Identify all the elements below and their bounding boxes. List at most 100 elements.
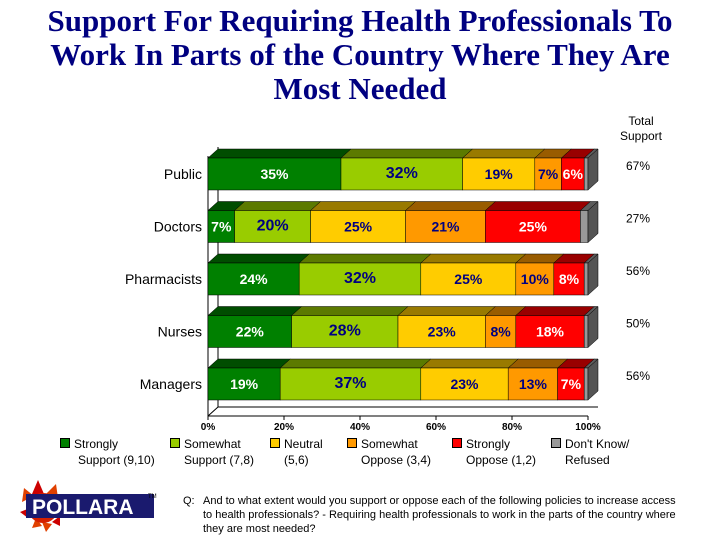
x-tick-label: 60% (426, 422, 446, 433)
floor-edge-line (207, 406, 219, 417)
bar-segment (515, 253, 565, 296)
bar-front-face (310, 210, 406, 243)
labels-layer: Public 35% 32% 19% 7% 6% 67%Doctors 7% 20% 25% 21%… (125, 159, 650, 392)
bar-top-face (397, 306, 497, 316)
bar-front-face (420, 367, 509, 401)
bar-segment (556, 358, 595, 401)
logo-text: POLLARA (32, 496, 134, 519)
bar-front-face (207, 367, 281, 401)
pollara-logo: POLLARA TM (20, 480, 157, 532)
category-label: Public (164, 166, 202, 182)
bar-segment (397, 306, 497, 348)
bar-front-face (405, 210, 486, 243)
bar-top-face (279, 358, 432, 369)
legend-swatch (270, 438, 280, 448)
data-label: 7% (211, 219, 232, 235)
bar-front-face (340, 157, 463, 191)
bar-segment (207, 148, 352, 191)
bar-segment (461, 148, 546, 191)
legend-label-line1: Don't Know/ (565, 437, 630, 451)
question-label: Q: (183, 495, 195, 507)
total-support-label: 56% (626, 264, 650, 278)
legend-item: Don't Know/Refused (551, 436, 629, 468)
bar-segment (583, 253, 599, 296)
legend: Strongly Support (9,10) Somewhat Support (7… (60, 436, 680, 476)
data-label: 24% (240, 271, 269, 287)
bar-segment (515, 306, 595, 348)
legend-item: Neutral (5,6) (270, 436, 323, 468)
data-label: 21% (431, 219, 460, 235)
bar-top-face (420, 358, 519, 369)
bar-segment (309, 201, 417, 243)
total-support-label: 67% (626, 159, 650, 173)
data-label: 23% (450, 376, 479, 392)
chart-title: Support For Requiring Health Professiona… (47, 3, 673, 106)
bar-top-face (484, 201, 592, 211)
category-label: Pharmacists (125, 271, 202, 287)
data-label: 7% (561, 376, 582, 392)
data-label: 13% (519, 376, 548, 392)
bar-segment (420, 253, 527, 296)
total-support-label: 56% (626, 369, 650, 383)
x-tick-label: 40% (350, 422, 370, 433)
bar-segment (534, 148, 573, 191)
bar-front-face (507, 367, 558, 401)
legend-label-line2: Support (9,10) (78, 453, 155, 467)
bar-segment (290, 306, 409, 348)
bar-side-face (587, 305, 599, 349)
legend-item: Strongly Oppose (1,2) (452, 436, 536, 468)
question-text: And to what extent would you support or … (203, 495, 676, 535)
data-label: 7% (538, 166, 559, 182)
bar-front-face (207, 262, 300, 296)
bar-front-face (397, 315, 486, 348)
legend-label-line2: Refused (565, 453, 610, 467)
x-tick-label: 20% (274, 422, 294, 433)
bars-layer (207, 148, 599, 401)
bar-segment (207, 358, 291, 401)
bar-segment (583, 305, 599, 349)
bar-top-face (420, 253, 527, 264)
bar-top-face (207, 358, 291, 369)
bar-side-face (587, 253, 599, 296)
data-label: 8% (559, 271, 580, 287)
data-label: 35% (260, 166, 289, 182)
legend-label-line1: Somewhat (361, 437, 418, 451)
bar-top-face (233, 201, 322, 211)
bar-top-face (507, 358, 569, 369)
category-label: Doctors (154, 219, 202, 235)
data-label: 8% (490, 324, 511, 340)
bar-front-face (583, 315, 589, 348)
x-tick-label: 100% (575, 422, 601, 433)
bar-front-face (583, 157, 589, 191)
bar-side-face (587, 148, 599, 191)
bar-front-face (291, 315, 399, 348)
legend-label-line1: Strongly (74, 437, 119, 451)
bar-top-face (290, 306, 409, 316)
bar-front-face (583, 262, 589, 296)
bar-segment (207, 253, 310, 296)
bar-front-face (420, 262, 517, 296)
bar-front-face (298, 262, 422, 296)
legend-swatch (60, 438, 70, 448)
data-label: 32% (344, 270, 376, 287)
bar-top-face (461, 148, 546, 159)
data-label: 18% (536, 324, 565, 340)
bar-top-face (207, 148, 352, 159)
bar-front-face (207, 157, 342, 191)
bar-front-face (580, 210, 589, 243)
data-label: 19% (230, 376, 259, 392)
bar-segment (484, 306, 527, 348)
bar-side-face (587, 358, 599, 401)
legend-item: Strongly Support (9,10) (60, 436, 155, 468)
legend-label-line1: Strongly (466, 437, 511, 451)
x-tick-label: 0% (201, 422, 216, 433)
bar-front-face (462, 157, 536, 191)
bar-segment (507, 358, 569, 401)
bar-segment (340, 148, 474, 191)
logo-tm: TM (148, 494, 157, 500)
bar-front-face (583, 367, 589, 401)
bar-front-face (485, 315, 517, 348)
bar-front-face (207, 315, 292, 348)
data-label: 37% (334, 375, 366, 392)
data-label: 22% (236, 324, 265, 340)
